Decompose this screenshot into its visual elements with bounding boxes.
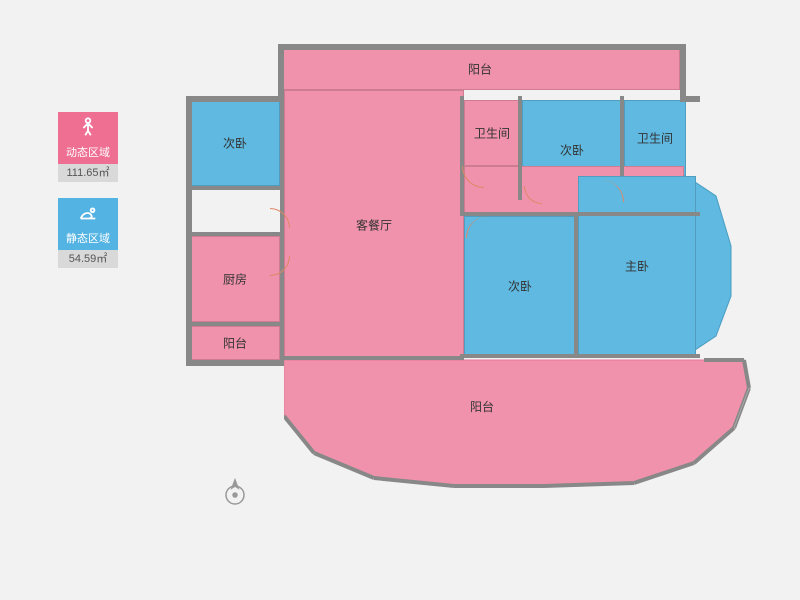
legend-dynamic-title: 动态区域 <box>58 142 118 164</box>
wall <box>190 186 282 190</box>
wall <box>460 96 464 216</box>
room-master: 主卧 <box>578 176 696 356</box>
room-label: 卫生间 <box>474 125 510 142</box>
room-label: 阳台 <box>223 335 247 352</box>
legend-static-value: 54.59㎡ <box>58 250 118 268</box>
wall <box>190 232 282 236</box>
wall <box>620 96 624 176</box>
room-label: 阳台 <box>468 61 492 78</box>
room-label: 次卧 <box>560 142 584 159</box>
room-living: 客餐厅 <box>284 90 464 360</box>
legend-panel: 动态区域 111.65㎡ 静态区域 54.59㎡ <box>58 112 118 284</box>
wall <box>460 212 700 216</box>
room-label: 厨房 <box>223 271 247 288</box>
room-label: 卫生间 <box>637 130 673 147</box>
wall <box>680 96 700 102</box>
wall <box>680 44 686 100</box>
wall <box>190 322 282 326</box>
wall <box>460 354 700 358</box>
legend-static: 静态区域 54.59㎡ <box>58 198 118 268</box>
room-balcony_small: 阳台 <box>190 326 280 360</box>
legend-dynamic-value: 111.65㎡ <box>58 164 118 182</box>
room-label: 客餐厅 <box>356 217 392 234</box>
room-bath2: 卫生间 <box>624 100 686 176</box>
wall <box>278 44 284 96</box>
wall <box>186 360 284 366</box>
legend-static-title: 静态区域 <box>58 228 118 250</box>
balcony-big-curve <box>284 348 754 488</box>
balcony-big-label: 阳台 <box>470 398 494 415</box>
wall <box>186 96 282 102</box>
room-label: 主卧 <box>625 258 649 275</box>
room-balcony_top: 阳台 <box>280 48 680 90</box>
static-zone-icon <box>58 198 118 228</box>
room-label: 次卧 <box>223 135 247 152</box>
room-kitchen: 厨房 <box>190 236 280 322</box>
room-bed2a: 次卧 <box>190 100 280 186</box>
dynamic-zone-icon <box>58 112 118 142</box>
floor-plan: 阳台次卧客餐厅卫生间次卧卫生间次卧主卧厨房阳台 阳台 <box>190 48 770 508</box>
room-label: 次卧 <box>508 278 532 295</box>
wall <box>518 96 522 200</box>
legend-dynamic: 动态区域 111.65㎡ <box>58 112 118 182</box>
wall <box>278 44 684 50</box>
wall <box>284 356 464 360</box>
wall <box>574 214 578 358</box>
room-bath1: 卫生间 <box>464 100 520 166</box>
